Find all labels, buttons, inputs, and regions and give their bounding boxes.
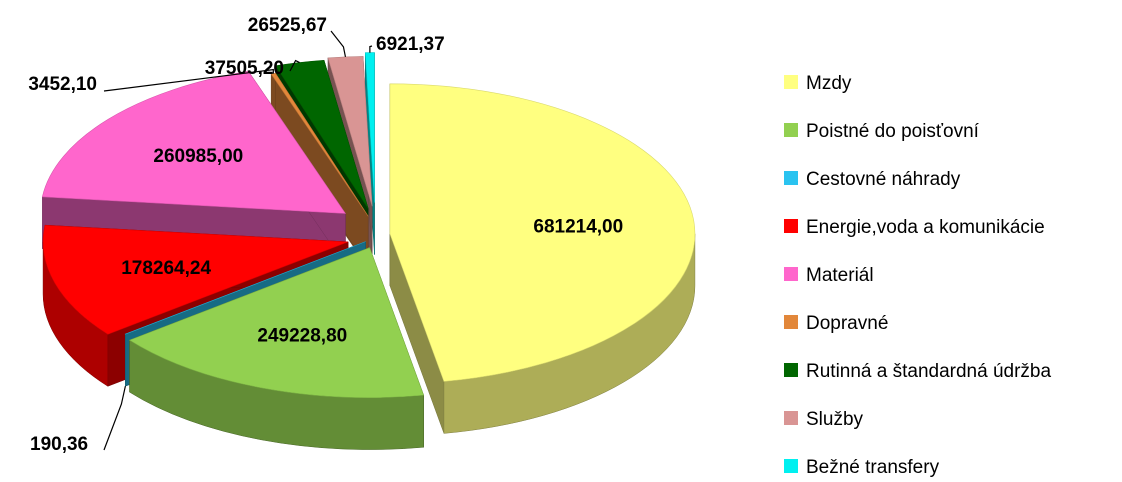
data-label-material: 260985,00 bbox=[153, 146, 243, 167]
data-label-sluzby: 26525,67 bbox=[248, 15, 327, 36]
pie-slice-mzdy bbox=[389, 83, 696, 434]
legend-swatch-poistne-do-poistovni bbox=[784, 123, 798, 137]
data-label-energie-voda-a-komunikacie: 178264,24 bbox=[121, 258, 211, 279]
legend-item-cestovne-nahrady: Cestovné náhrady bbox=[784, 169, 961, 190]
legend-item-material: Materiál bbox=[784, 265, 874, 286]
legend: Mzdy Poistné do poisťovní Cestovné náhrady… bbox=[784, 73, 1051, 478]
legend-item-bezne-transfery: Bežné transfery bbox=[784, 457, 940, 478]
legend-item-sluzby: Služby bbox=[784, 409, 864, 430]
leader-line-rutinna-a-standardna-udrzba bbox=[289, 59, 300, 72]
legend-swatch-material bbox=[784, 267, 798, 281]
legend-swatch-mzdy bbox=[784, 75, 798, 89]
legend-label-rutinna-a-standardna-udrzba: Rutinná a štandardná údržba bbox=[806, 361, 1051, 382]
legend-swatch-dopravne bbox=[784, 315, 798, 329]
legend-swatch-bezne-transfery bbox=[784, 459, 798, 473]
data-label-cestovne-nahrady: 190,36 bbox=[30, 434, 88, 455]
data-label-bezne-transfery: 6921,37 bbox=[376, 34, 445, 55]
legend-label-energie-voda-a-komunikacie: Energie,voda a komunikácie bbox=[806, 217, 1045, 238]
legend-swatch-energie-voda-a-komunikacie bbox=[784, 219, 798, 233]
legend-item-mzdy: Mzdy bbox=[784, 73, 852, 94]
legend-label-material: Materiál bbox=[806, 265, 874, 286]
slices-layer bbox=[41, 52, 696, 450]
leader-line-bezne-transfery bbox=[369, 45, 373, 53]
leader-line-cestovne-nahrady bbox=[103, 385, 126, 451]
leader-lines-layer bbox=[103, 30, 373, 451]
legend-swatch-rutinna-a-standardna-udrzba bbox=[784, 363, 798, 377]
legend-item-poistne-do-poistovni: Poistné do poisťovní bbox=[784, 121, 980, 142]
pie-slice-poistne-do-poistovni bbox=[128, 247, 425, 450]
data-label-dopravne: 3452,10 bbox=[28, 74, 97, 95]
data-labels-layer: 681214,00 249228,80 190,36 178264,24 260985,… bbox=[28, 15, 623, 455]
legend-label-mzdy: Mzdy bbox=[806, 73, 852, 94]
legend-label-cestovne-nahrady: Cestovné náhrady bbox=[806, 169, 961, 190]
leader-line-dopravne bbox=[103, 68, 274, 92]
data-label-mzdy: 681214,00 bbox=[533, 217, 623, 238]
legend-item-dopravne: Dopravné bbox=[784, 313, 888, 334]
legend-label-bezne-transfery: Bežné transfery bbox=[806, 457, 940, 477]
legend-label-poistne-do-poistovni: Poistné do poisťovní bbox=[806, 121, 980, 142]
legend-label-sluzby: Služby bbox=[806, 409, 864, 430]
data-label-poistne-do-poistovni: 249228,80 bbox=[257, 326, 347, 347]
legend-swatch-sluzby bbox=[784, 411, 798, 425]
legend-item-rutinna-a-standardna-udrzba: Rutinná a štandardná údržba bbox=[784, 361, 1051, 382]
leader-line-sluzby bbox=[330, 30, 347, 58]
data-label-rutinna-a-standardna-udrzba: 37505,20 bbox=[205, 58, 284, 79]
legend-label-dopravne: Dopravné bbox=[806, 313, 888, 334]
legend-item-energie-voda-a-komunikacie: Energie,voda a komunikácie bbox=[784, 217, 1045, 238]
legend-swatch-cestovne-nahrady bbox=[784, 171, 798, 185]
